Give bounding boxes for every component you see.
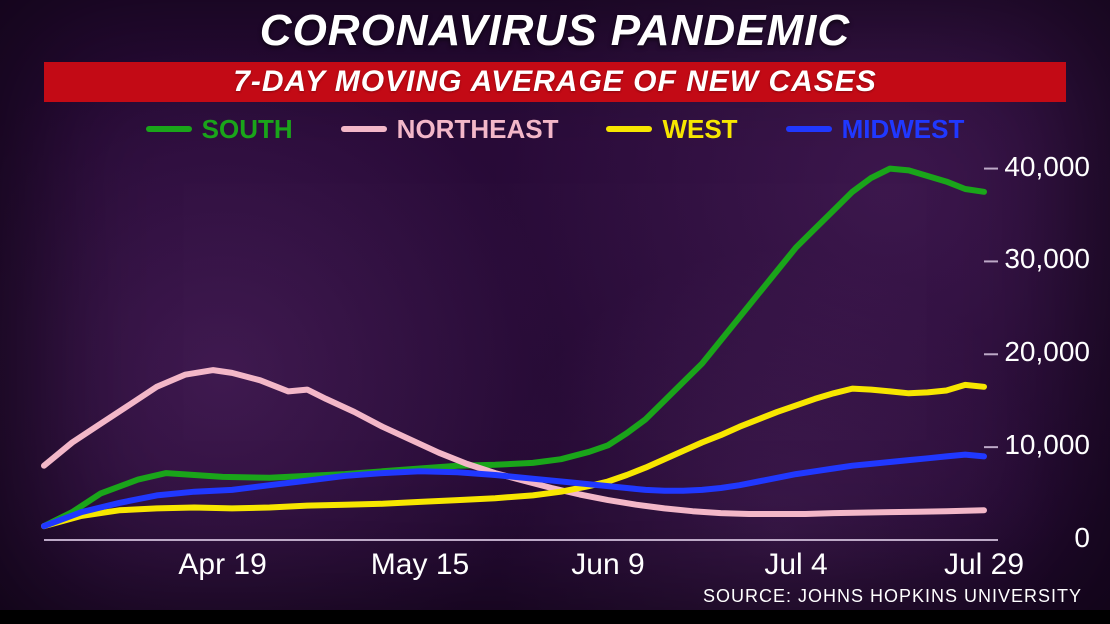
- x-axis-label: Apr 19: [178, 548, 266, 582]
- x-axis-label: Jul 4: [764, 548, 827, 582]
- y-axis-label: 10,000: [980, 429, 1090, 461]
- series-line-south: [44, 169, 984, 526]
- plot-area: [44, 150, 984, 540]
- legend-swatch-south: [146, 126, 192, 132]
- page-title: CORONAVIRUS PANDEMIC: [0, 6, 1110, 56]
- x-axis-label: Jul 29: [944, 548, 1024, 582]
- legend: SOUTH NORTHEAST WEST MIDWEST: [0, 108, 1110, 145]
- line-chart-svg: [44, 150, 984, 540]
- legend-swatch-northeast: [341, 126, 387, 132]
- legend-label-south: SOUTH: [202, 114, 293, 145]
- bottom-black-bar: [0, 610, 1110, 624]
- legend-swatch-midwest: [786, 126, 832, 132]
- legend-item-midwest: MIDWEST: [786, 114, 965, 145]
- x-axis-label: May 15: [371, 548, 469, 582]
- legend-item-northeast: NORTHEAST: [341, 114, 559, 145]
- legend-label-northeast: NORTHEAST: [397, 114, 559, 145]
- chart-frame: CORONAVIRUS PANDEMIC 7-DAY MOVING AVERAG…: [0, 0, 1110, 624]
- y-axis-label: 40,000: [980, 151, 1090, 183]
- y-axis-label: 30,000: [980, 243, 1090, 275]
- legend-swatch-west: [606, 126, 652, 132]
- legend-item-south: SOUTH: [146, 114, 293, 145]
- x-axis-label: Jun 9: [571, 548, 644, 582]
- legend-label-midwest: MIDWEST: [842, 114, 965, 145]
- legend-label-west: WEST: [662, 114, 737, 145]
- legend-item-west: WEST: [606, 114, 737, 145]
- subtitle-bar: 7-DAY MOVING AVERAGE OF NEW CASES: [44, 62, 1066, 102]
- y-axis-label: 20,000: [980, 336, 1090, 368]
- series-line-west: [44, 385, 984, 526]
- subtitle-text: 7-DAY MOVING AVERAGE OF NEW CASES: [44, 62, 1066, 102]
- source-attribution: SOURCE: JOHNS HOPKINS UNIVERSITY: [703, 586, 1082, 607]
